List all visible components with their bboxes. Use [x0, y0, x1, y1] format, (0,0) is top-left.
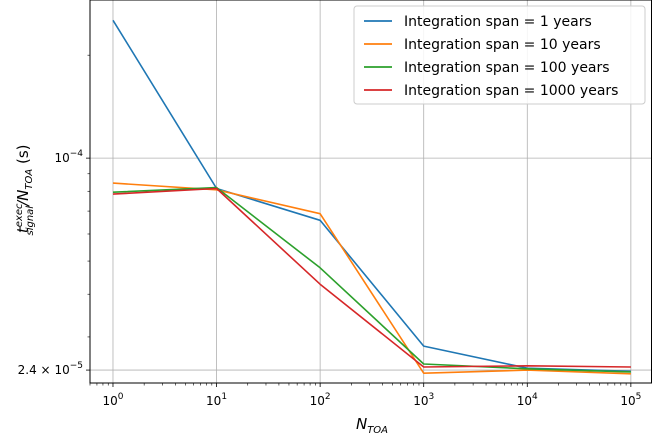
legend-box: [353, 5, 646, 105]
minor-ticks: [87, 54, 627, 386]
legend-entries: Integration span = 1 years Integration sp…: [364, 14, 618, 99]
x-tick-label: 101: [206, 392, 227, 408]
legend: Integration span = 1 years Integration sp…: [353, 5, 646, 105]
series-line-4: [112, 187, 631, 368]
major-ticks: [86, 157, 632, 387]
legend-label-2: Integration span = 10 years: [404, 37, 601, 53]
x-tick-labels: 100 101 102 103 104 105: [102, 392, 641, 408]
y-axis-label: texecsignal/NTOA (s): [14, 145, 36, 236]
x-tick-label: 105: [620, 392, 641, 408]
x-tick-label: 100: [102, 392, 123, 408]
x-tick-label: 103: [413, 392, 434, 408]
y-tick-label: 10−4: [54, 149, 83, 165]
x-tick-label: 104: [517, 392, 538, 408]
series-lines: [112, 19, 631, 375]
series-line-3: [112, 186, 631, 373]
legend-label-1: Integration span = 1 years: [404, 14, 592, 30]
legend-label-4: Integration span = 1000 years: [404, 83, 618, 99]
x-tick-label: 102: [310, 392, 331, 408]
y-tick-label: 2.4 × 10−5: [18, 361, 83, 377]
legend-label-3: Integration span = 100 years: [404, 60, 610, 76]
x-axis-label: NTOA: [356, 415, 388, 436]
y-tick-labels: 10−4 2.4 × 10−5: [18, 149, 84, 377]
series-line-2: [112, 182, 631, 375]
